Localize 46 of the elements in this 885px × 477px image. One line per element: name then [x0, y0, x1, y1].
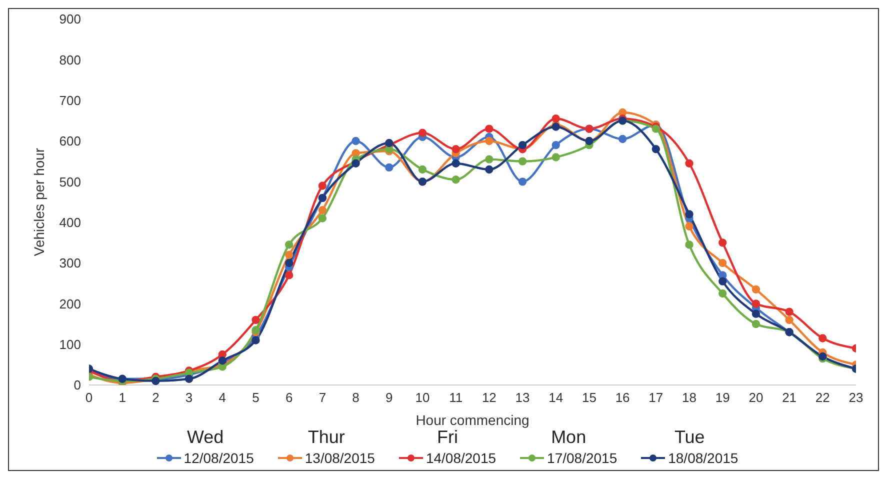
x-tick-label: 13	[515, 390, 530, 406]
y-tick-label: 200	[59, 296, 81, 312]
legend-label: 14/08/2015	[426, 450, 496, 466]
x-tick-label: 19	[715, 390, 730, 406]
y-tick-label: 900	[59, 12, 81, 27]
y-tick-label: 500	[59, 174, 81, 190]
y-tick-label: 100	[59, 336, 81, 352]
text: Tue	[674, 427, 705, 448]
y-tick-label: 700	[59, 92, 81, 108]
legend-label: 17/08/2015	[547, 450, 618, 466]
legend-label: 13/08/2015	[304, 450, 375, 466]
x-tick-label: 20	[748, 390, 764, 406]
text: Mon	[551, 427, 586, 448]
y-axis-title: Vehicles per hour	[30, 148, 47, 256]
x-tick-label: 10	[415, 390, 430, 406]
y-tick-label: 600	[59, 134, 81, 149]
legend-label: 12/08/2015	[184, 450, 254, 466]
y-tick-label: 400	[59, 214, 81, 230]
x-tick-label: 21	[782, 390, 797, 406]
x-tick-label: 22	[815, 390, 830, 406]
x-tick-label: 3	[185, 390, 193, 406]
x-tick-label: 23	[848, 390, 864, 406]
x-tick-label: 12	[482, 390, 496, 406]
x-tick-label: 1	[118, 390, 126, 406]
x-tick-label: 16	[615, 390, 630, 406]
y-tick-label: 800	[59, 52, 81, 68]
x-tick-label: 6	[285, 390, 293, 406]
y-tick-label: 300	[59, 256, 81, 271]
x-tick-label: 2	[152, 390, 160, 406]
x-tick-label: 8	[352, 390, 360, 406]
x-tick-label: 4	[218, 390, 226, 406]
text: Wed	[186, 427, 224, 448]
x-tick-label: 11	[449, 390, 463, 406]
text: Fri	[436, 427, 458, 448]
x-tick-label: 7	[318, 390, 326, 406]
x-tick-label: 17	[648, 390, 664, 406]
legend-label: 18/08/2015	[668, 450, 738, 466]
x-tick-label: 5	[252, 390, 260, 406]
x-axis-title: Hour commencing	[416, 412, 530, 428]
y-tick-label: 0	[74, 378, 81, 393]
text: Thur	[308, 427, 345, 448]
x-tick-label: 9	[386, 390, 393, 406]
x-tick-label: 14	[548, 390, 564, 406]
x-tick-label: 0	[85, 390, 93, 406]
x-tick-label: 18	[682, 390, 696, 406]
x-tick-label: 15	[582, 390, 596, 406]
